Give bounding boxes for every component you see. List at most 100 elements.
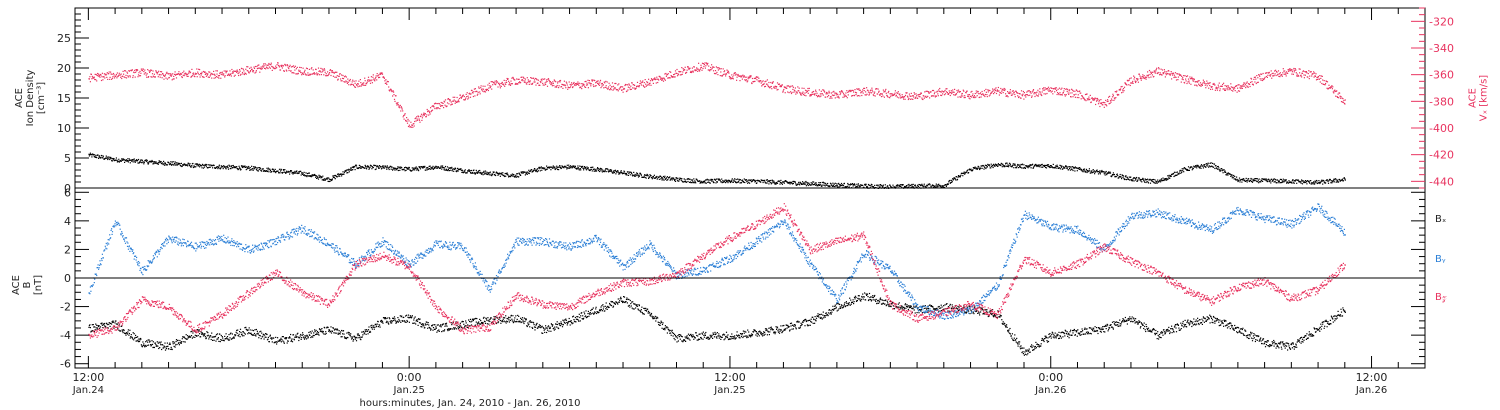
ion-density-series-point [649, 174, 651, 176]
ion-density-series-point [1112, 172, 1114, 174]
ion-density-series-point [1182, 170, 1184, 172]
vx-series-point [1194, 84, 1196, 86]
vx-series-point [943, 91, 945, 93]
vx-series-point [661, 79, 663, 81]
vx-series-point [646, 84, 648, 86]
vx-series-point [1054, 91, 1056, 93]
vx-series-point [1209, 84, 1211, 87]
vx-series-point [997, 90, 999, 92]
ion-density-series-point [390, 168, 392, 170]
vx-series-point [918, 93, 921, 96]
ion-density-series-point [840, 182, 843, 185]
ion-density-series-point [929, 183, 931, 185]
ion-density-series-point [673, 178, 675, 180]
ion-density-series-point [586, 166, 588, 168]
ion-density-series-point [1266, 179, 1268, 181]
vx-series-point [294, 65, 296, 67]
ion-density-series-point [174, 162, 176, 165]
vx-series-point [834, 92, 836, 94]
vx-series-point [697, 68, 699, 70]
ion-density-series-point [1126, 176, 1128, 178]
vx-series-point [306, 68, 308, 70]
ion-density-series-point [406, 167, 408, 169]
ion-density-series-point [443, 167, 445, 169]
ion-density-series-point [683, 181, 685, 183]
ion-density-series-point [164, 163, 167, 165]
vx-series-point [254, 72, 256, 74]
ion-density-series-point [269, 169, 271, 172]
ion-density-series-point [681, 180, 683, 182]
ion-density-series-point [1274, 180, 1276, 183]
vx-series-point [598, 84, 601, 86]
vx-series-point [489, 85, 491, 87]
vx-series-point [1031, 95, 1033, 97]
vx-series-point [246, 66, 248, 68]
vx-series-point [656, 76, 658, 78]
ion-density-series-point [1170, 174, 1172, 177]
ion-density-series-point [1079, 167, 1081, 169]
vx-series-point [448, 103, 450, 105]
vx-series-point [515, 82, 517, 84]
ion-density-series-point [702, 180, 704, 182]
ion-density-series-point [1274, 178, 1276, 180]
ion-density-series-point [311, 175, 313, 177]
vx-series-point [1077, 94, 1079, 96]
ion-density-series-point [824, 182, 826, 184]
ion-density-series-point [1301, 180, 1303, 182]
vx-series-point [500, 85, 502, 87]
vx-series-point [902, 96, 904, 98]
vx-series-point [120, 73, 122, 75]
vx-series-point [329, 69, 332, 71]
vx-series-point [1025, 96, 1027, 98]
vx-series-point [220, 73, 222, 76]
ion-density-series-point [832, 182, 834, 184]
ion-density-series-point [139, 161, 141, 163]
ion-density-series-point [721, 178, 723, 180]
vx-series-point [671, 75, 673, 78]
vx-series-point [649, 80, 652, 82]
vx-series-point [714, 70, 717, 72]
vx-series-point [1103, 106, 1105, 108]
ion-density-series-point [919, 184, 921, 186]
vx-series-point [1093, 98, 1095, 100]
ion-density-series-point [1097, 173, 1100, 175]
ion-density-series-point [815, 182, 817, 184]
ion-density-series-point [623, 170, 625, 172]
ion-density-series-point [733, 179, 735, 181]
vx-series-point [115, 73, 117, 76]
vx-series-point [256, 65, 258, 68]
vx-series-point [318, 70, 320, 72]
vx-series-point [912, 95, 914, 97]
vx-series-point [684, 69, 686, 71]
ion-density-series-point [725, 181, 728, 183]
ion-density-series-point [1150, 179, 1152, 181]
vx-series-point [702, 67, 704, 70]
ion-density-series-point [1088, 170, 1090, 172]
vx-series-point [813, 90, 815, 93]
ion-density-series-point [971, 170, 973, 172]
vx-series-point [456, 96, 458, 99]
ion-density-series-point [1324, 181, 1326, 184]
ion-density-series-point [327, 178, 329, 180]
vx-series-point [1107, 100, 1109, 102]
ion-density-series-point [137, 159, 139, 162]
ion-density-series-point [1032, 163, 1034, 165]
vx-series-point [129, 75, 131, 77]
vx-series-point [137, 76, 139, 78]
vx-series-point [230, 73, 232, 75]
vx-series-point [170, 73, 172, 75]
vx-series-point [259, 71, 261, 73]
ion-density-series-point [134, 161, 136, 163]
ion-density-series-point [900, 184, 902, 186]
vx-series-point [332, 71, 334, 73]
vx-series-point [842, 96, 844, 98]
vx-series-point [212, 73, 214, 76]
vx-series-point [1208, 87, 1210, 89]
vx-series-point [112, 76, 114, 78]
vx-series-point [472, 92, 474, 94]
vx-series-point [150, 69, 152, 71]
vx-series-point [794, 90, 796, 92]
vx-series-point [657, 81, 659, 84]
vx-series-point [1046, 92, 1048, 95]
vx-series-point [753, 77, 755, 79]
